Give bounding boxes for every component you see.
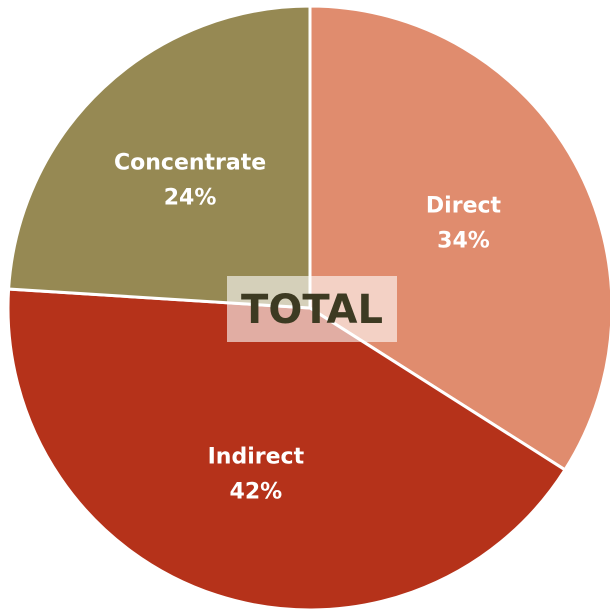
slice-value: 24% (164, 185, 217, 210)
slice-name: Concentrate (114, 150, 266, 175)
slice (6, 287, 568, 612)
center-label: TOTAL (241, 287, 383, 333)
slice-value: 34% (437, 229, 490, 254)
slice-name: Direct (426, 194, 502, 219)
slice-value: 42% (230, 480, 283, 505)
slices (6, 4, 610, 612)
slice-name: Indirect (208, 445, 305, 470)
slice (7, 4, 312, 310)
center-label-box (227, 276, 397, 342)
